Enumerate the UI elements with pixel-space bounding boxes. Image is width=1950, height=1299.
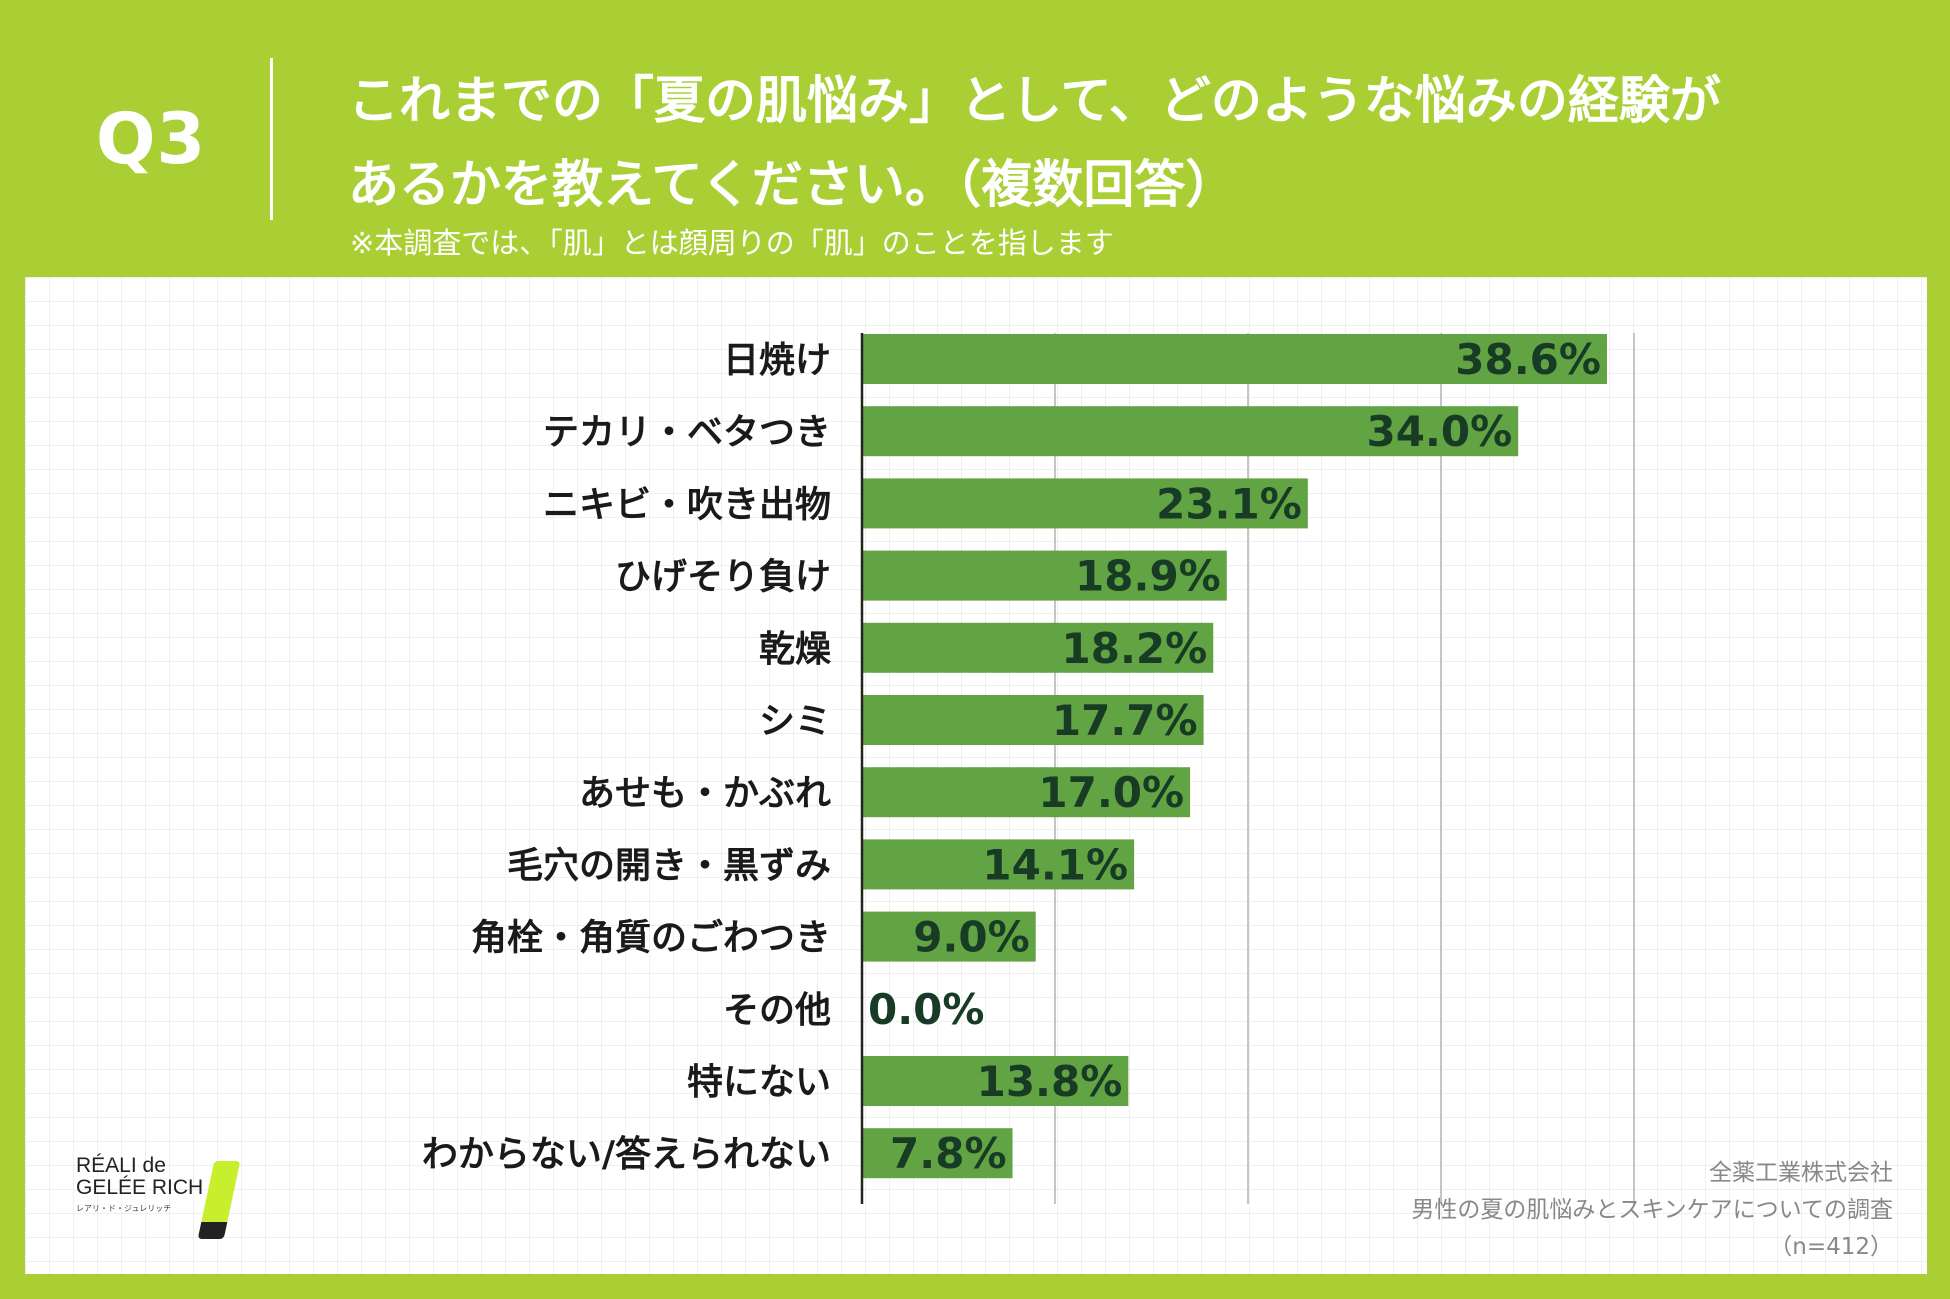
category-label-0: 日焼け xyxy=(723,340,831,381)
value-label-1: 34.0% xyxy=(1366,407,1512,456)
source-survey: 男性の夏の肌悩みとスキンケアについての調査 xyxy=(1411,1197,1893,1223)
source-credit: 全薬工業株式会社 男性の夏の肌悩みとスキンケアについての調査 （n=412） xyxy=(1411,1155,1893,1266)
bar-3 xyxy=(862,550,1227,601)
source-sample: （n=412） xyxy=(1769,1234,1893,1260)
header: Q3 これまでの「夏の肌悩み」として、どのような悩みの経験が あるかを教えてくだ… xyxy=(0,0,1950,272)
question-title-line1: これまでの「夏の肌悩み」として、どのような悩みの経験が xyxy=(348,72,1721,131)
bar-0 xyxy=(862,334,1607,384)
bar-5 xyxy=(862,695,1204,745)
bar-11 xyxy=(862,1128,1013,1179)
category-label-1: テカリ・ベタつき xyxy=(543,412,831,453)
logo-subtext: レアリ・ド・ジュレリッチ xyxy=(76,1204,172,1213)
survey-note: ※本調査では、「肌」とは顔周りの「肌」のことを指します xyxy=(350,226,1114,260)
value-label-3: 18.9% xyxy=(1075,552,1221,601)
category-label-10: 特にない xyxy=(687,1062,831,1103)
value-label-9: 0.0% xyxy=(868,985,984,1034)
category-label-11: わからない/答えられない xyxy=(422,1134,831,1175)
bar-1 xyxy=(862,406,1519,457)
category-label-8: 角栓・角質のごわつき xyxy=(471,918,831,959)
bar-4 xyxy=(862,622,1214,673)
bar-10 xyxy=(862,1056,1129,1106)
value-label-11: 7.8% xyxy=(890,1129,1006,1178)
value-label-5: 17.7% xyxy=(1052,696,1198,745)
bar-7 xyxy=(862,839,1135,890)
value-label-0: 38.6% xyxy=(1455,335,1601,384)
value-label-4: 18.2% xyxy=(1062,624,1208,673)
category-label-9: その他 xyxy=(723,990,831,1031)
value-label-6: 17.0% xyxy=(1038,768,1184,817)
category-label-6: あせも・かぶれ xyxy=(579,773,831,814)
logo-line2: GELÉE RICH xyxy=(76,1176,204,1199)
bar-2 xyxy=(862,478,1308,529)
category-label-3: ひげそり負け xyxy=(615,557,831,598)
chart-panel: 日焼け 38.6% テカリ・ベタつき 34.0% ニキビ・吹き出物 23.1% ひげそり負け… xyxy=(25,277,1927,1274)
question-number: Q3 xyxy=(96,98,207,180)
header-divider xyxy=(270,58,273,220)
value-label-2: 23.1% xyxy=(1156,479,1302,528)
bar-8 xyxy=(862,911,1036,962)
category-label-5: シミ xyxy=(759,701,831,742)
brand-logo: RÉALI de GELÉE RICH レアリ・ド・ジュレリッチ xyxy=(76,1155,276,1245)
source-company: 全薬工業株式会社 xyxy=(1709,1160,1893,1186)
logo-line1: RÉALI de xyxy=(76,1154,166,1177)
bar-chart: 日焼け 38.6% テカリ・ベタつき 34.0% ニキビ・吹き出物 23.1% ひげそり負け… xyxy=(422,333,1635,1204)
category-label-7: 毛穴の開き・黒ずみ xyxy=(507,845,831,886)
question-title-line2: あるかを教えてください。（複数回答） xyxy=(348,156,1237,215)
question-title: これまでの「夏の肌悩み」として、どのような悩みの経験が あるかを教えてください。… xyxy=(348,60,1908,228)
value-label-8: 9.0% xyxy=(913,913,1029,962)
value-label-10: 13.8% xyxy=(977,1057,1123,1106)
category-label-4: 乾燥 xyxy=(759,629,832,670)
value-label-7: 14.1% xyxy=(982,840,1128,889)
category-label-2: ニキビ・吹き出物 xyxy=(543,484,831,525)
bar-6 xyxy=(862,767,1191,818)
